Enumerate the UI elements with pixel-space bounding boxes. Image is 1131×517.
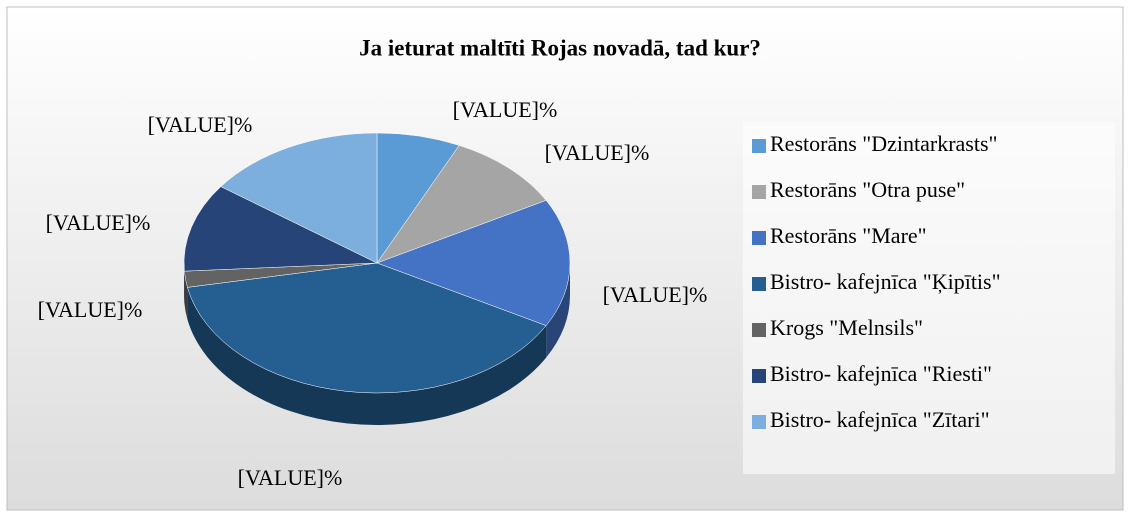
pie-slice [183, 186, 378, 272]
legend-label: Krogs "Melnsils" [770, 315, 923, 340]
data-label: [VALUE]% [38, 297, 143, 322]
legend-label: Restorāns "Mare" [770, 223, 927, 248]
legend-swatch [752, 369, 766, 383]
pie-slice [187, 262, 547, 394]
pie-side [184, 271, 188, 320]
data-label: [VALUE]% [238, 465, 343, 490]
pie-side [546, 263, 570, 358]
data-label: [VALUE]% [453, 97, 558, 122]
legend-swatch [752, 323, 766, 337]
legend-swatch [752, 231, 766, 245]
pie-slice [376, 200, 571, 326]
legend-label: Restorāns "Otra puse" [770, 177, 965, 202]
legend-label: Restorāns "Dzintarkrasts" [770, 131, 998, 156]
legend-label: Bistro- kafejnīca "Ķipītis" [770, 269, 1001, 294]
legend-swatch [752, 277, 766, 291]
pie-slice [220, 132, 378, 264]
pie-slice [376, 145, 547, 264]
data-label: [VALUE]% [603, 282, 708, 307]
data-label: [VALUE]% [148, 112, 253, 137]
chart-title: Ja ieturat maltīti Rojas novadā, tad kur… [359, 35, 761, 60]
data-label: [VALUE]% [46, 210, 151, 235]
legend-swatch [752, 139, 766, 153]
legend-swatch [752, 185, 766, 199]
data-label: [VALUE]% [545, 140, 650, 165]
pie-side [187, 287, 547, 425]
legend-label: Bistro- kafejnīca "Zītari" [770, 407, 990, 432]
legend-label: Bistro- kafejnīca "Riesti" [770, 361, 992, 386]
legend-swatch [752, 415, 766, 429]
legend-box [743, 122, 1115, 474]
